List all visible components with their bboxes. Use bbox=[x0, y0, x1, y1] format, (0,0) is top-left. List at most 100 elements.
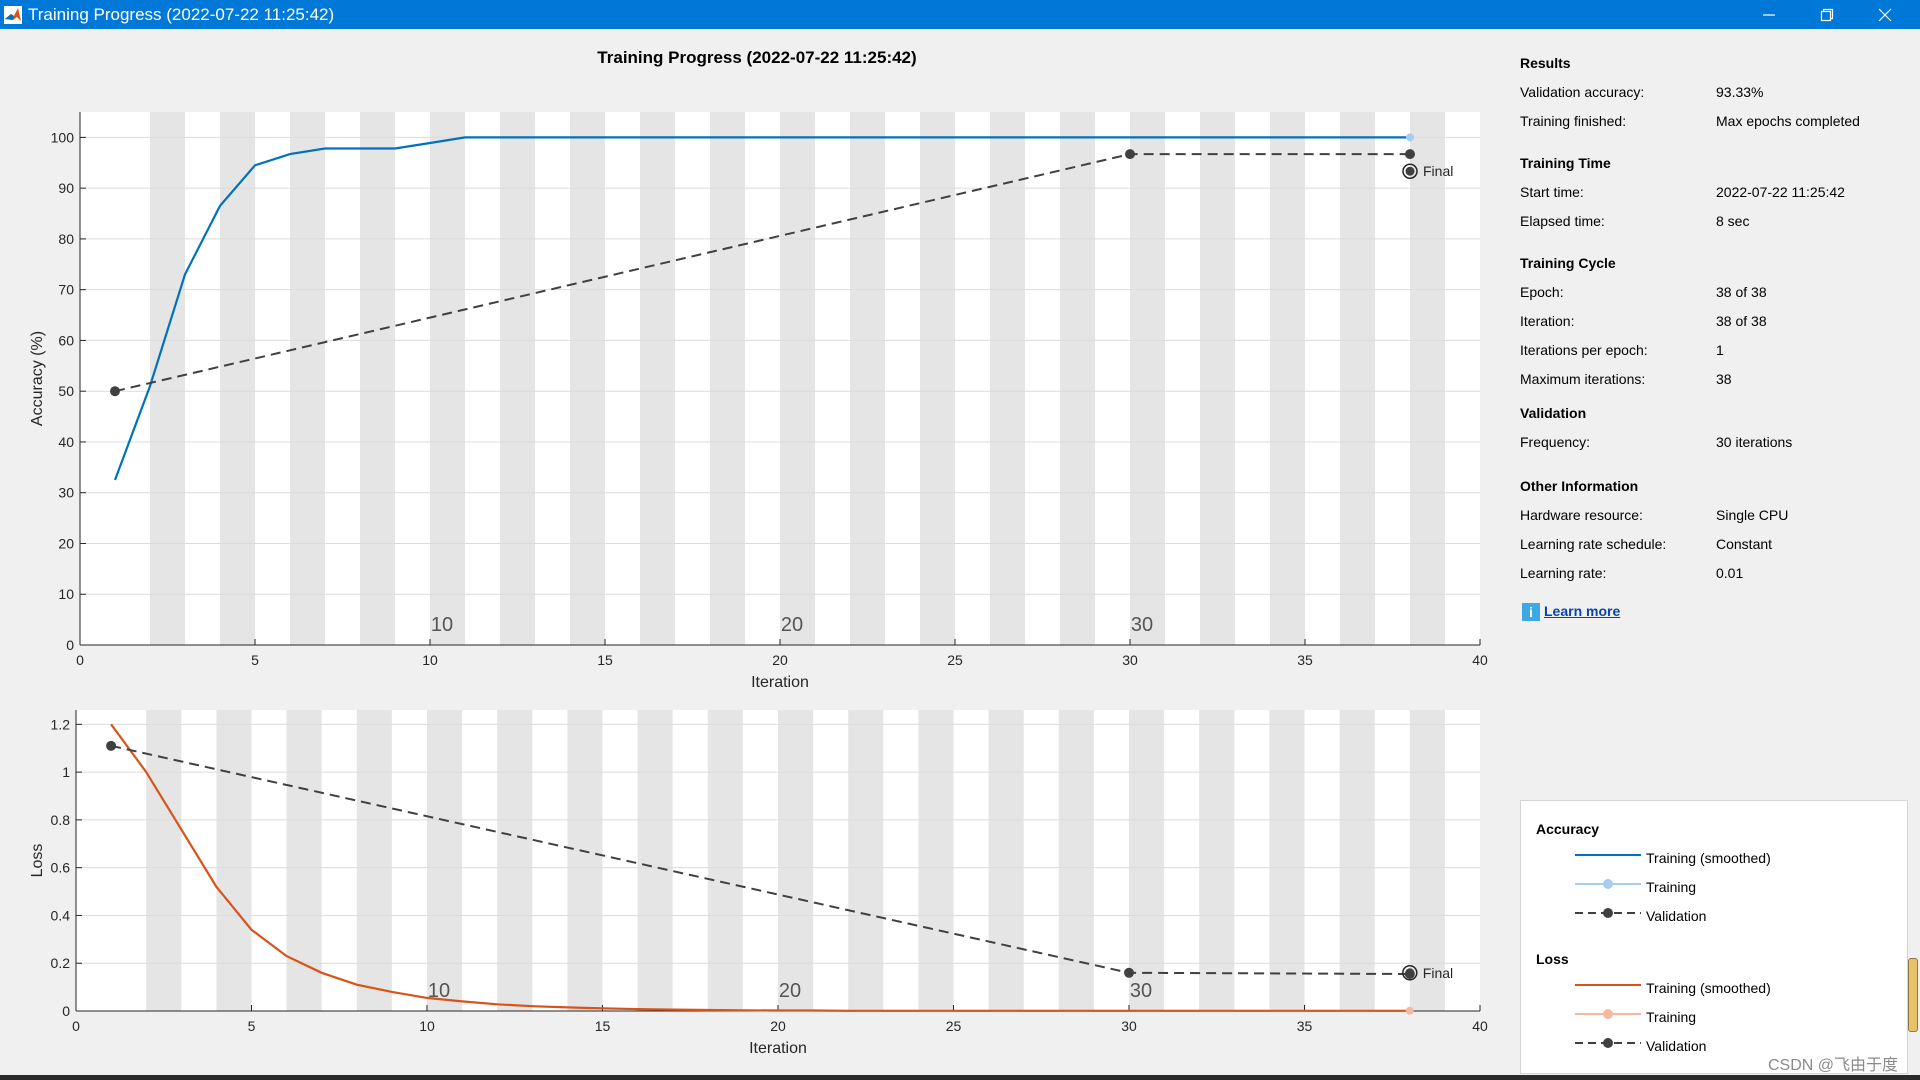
y-tick-label: 40 bbox=[58, 434, 74, 450]
x-tick-label: 35 bbox=[1297, 1018, 1313, 1034]
y-tick-label: 0 bbox=[62, 1003, 70, 1019]
y-tick-label: 100 bbox=[51, 129, 75, 145]
info-label: Iteration: bbox=[1520, 313, 1575, 329]
legend-acc-training-line bbox=[1575, 879, 1641, 889]
legend-acc-validation-line bbox=[1575, 908, 1641, 918]
legend-loss-title: Loss bbox=[1536, 951, 1569, 967]
epoch-band bbox=[918, 710, 954, 1011]
epoch-band bbox=[567, 710, 603, 1011]
epoch-band bbox=[1269, 710, 1305, 1011]
y-tick-label: 30 bbox=[58, 485, 74, 501]
close-button[interactable] bbox=[1856, 0, 1914, 29]
x-tick-label: 25 bbox=[947, 652, 963, 668]
section-title-validation: Validation bbox=[1520, 405, 1587, 421]
section-title-training-time: Training Time bbox=[1520, 155, 1611, 171]
epoch-band bbox=[988, 710, 1024, 1011]
x-axis-label: Iteration bbox=[751, 674, 809, 691]
window-title: Training Progress (2022-07-22 11:25:42) bbox=[28, 5, 335, 24]
final-marker-ring bbox=[1402, 163, 1418, 179]
validation-point bbox=[106, 740, 117, 751]
epoch-band bbox=[356, 710, 392, 1011]
info-label: Maximum iterations: bbox=[1520, 371, 1646, 387]
epoch-band bbox=[500, 112, 535, 645]
legend: Accuracy Training (smoothed) Training Va… bbox=[1520, 800, 1908, 1074]
legend-loss-training-line bbox=[1575, 1009, 1641, 1019]
minimize-icon bbox=[1763, 14, 1775, 16]
info-value: 93.33% bbox=[1716, 84, 1764, 100]
x-tick-label: 15 bbox=[597, 652, 613, 668]
x-tick-label: 10 bbox=[419, 1018, 435, 1034]
learn-more-link[interactable]: Learn more bbox=[1544, 603, 1621, 619]
info-label: Iterations per epoch: bbox=[1520, 342, 1648, 358]
info-icon: i bbox=[1522, 603, 1540, 621]
matlab-icon bbox=[4, 6, 22, 24]
minimize-button[interactable] bbox=[1740, 0, 1798, 29]
y-tick-label: 0.8 bbox=[51, 812, 71, 828]
epoch-label: 20 bbox=[779, 980, 801, 1002]
epoch-band bbox=[1058, 710, 1094, 1011]
epoch-band bbox=[637, 710, 673, 1011]
title-bar: Training Progress (2022-07-22 11:25:42) bbox=[0, 0, 1920, 29]
info-label: Frequency: bbox=[1520, 434, 1591, 450]
info-label: Elapsed time: bbox=[1520, 213, 1605, 229]
info-value: Constant bbox=[1716, 536, 1773, 552]
final-label: Final bbox=[1423, 163, 1453, 179]
final-marker-dot bbox=[1405, 166, 1415, 176]
epoch-label: 10 bbox=[428, 980, 450, 1002]
epoch-label: 30 bbox=[1130, 980, 1152, 1002]
y-tick-label: 0.4 bbox=[51, 907, 71, 923]
y-tick-label: 0.6 bbox=[51, 860, 71, 876]
epoch-band bbox=[1200, 112, 1235, 645]
info-value: 30 iterations bbox=[1716, 434, 1793, 450]
section-title-results: Results bbox=[1520, 55, 1571, 71]
final-marker-dot bbox=[1405, 968, 1415, 978]
info-label: Epoch: bbox=[1520, 284, 1564, 300]
y-tick-label: 70 bbox=[58, 282, 74, 298]
info-label: Training finished: bbox=[1520, 113, 1627, 129]
scrollbar-thumb[interactable] bbox=[1908, 958, 1918, 1032]
x-tick-label: 15 bbox=[595, 1018, 611, 1034]
epoch-band bbox=[1410, 112, 1445, 645]
validation-point bbox=[1124, 967, 1134, 978]
y-axis-label: Loss bbox=[29, 844, 46, 878]
legend-loss-smoothed-line bbox=[1575, 984, 1641, 986]
x-tick-label: 0 bbox=[72, 1018, 80, 1034]
info-label: Validation accuracy: bbox=[1520, 84, 1645, 100]
legend-loss-validation-line bbox=[1575, 1038, 1641, 1048]
epoch-band bbox=[1129, 710, 1165, 1011]
epoch-band bbox=[1060, 112, 1095, 645]
x-tick-label: 30 bbox=[1122, 652, 1138, 668]
epoch-band bbox=[1340, 112, 1375, 645]
epoch-band bbox=[497, 710, 533, 1011]
y-tick-label: 20 bbox=[58, 535, 74, 551]
section-title-training-cycle: Training Cycle bbox=[1520, 255, 1616, 271]
epoch-band bbox=[990, 112, 1025, 645]
y-tick-label: 80 bbox=[58, 231, 74, 247]
epoch-band bbox=[1270, 112, 1305, 645]
info-value: Single CPU bbox=[1716, 507, 1789, 523]
info-label: Hardware resource: bbox=[1520, 507, 1643, 523]
restore-button[interactable] bbox=[1798, 0, 1856, 29]
y-tick-label: 1 bbox=[62, 764, 70, 780]
validation-point bbox=[110, 386, 120, 397]
epoch-band bbox=[427, 710, 463, 1011]
x-tick-label: 0 bbox=[76, 652, 84, 668]
info-value: 2022-07-22 11:25:42 bbox=[1716, 184, 1845, 200]
epoch-label: 10 bbox=[431, 614, 453, 636]
info-value: 38 of 38 bbox=[1716, 284, 1767, 300]
epoch-label: 20 bbox=[781, 614, 803, 636]
restore-icon bbox=[1820, 8, 1834, 22]
x-tick-label: 10 bbox=[422, 652, 438, 668]
legend-loss-training-label: Training bbox=[1646, 1009, 1697, 1025]
info-value: 0.01 bbox=[1716, 565, 1744, 581]
series-training-smoothed-line bbox=[110, 723, 1410, 1012]
x-tick-label: 35 bbox=[1297, 652, 1313, 668]
info-value: 38 of 38 bbox=[1716, 313, 1767, 329]
epoch-band bbox=[360, 112, 395, 645]
legend-acc-smoothed-label: Training (smoothed) bbox=[1646, 850, 1771, 866]
x-tick-label: 25 bbox=[946, 1018, 962, 1034]
epoch-band bbox=[920, 112, 955, 645]
epoch-band bbox=[216, 710, 252, 1011]
training-last-point bbox=[1405, 1006, 1414, 1015]
